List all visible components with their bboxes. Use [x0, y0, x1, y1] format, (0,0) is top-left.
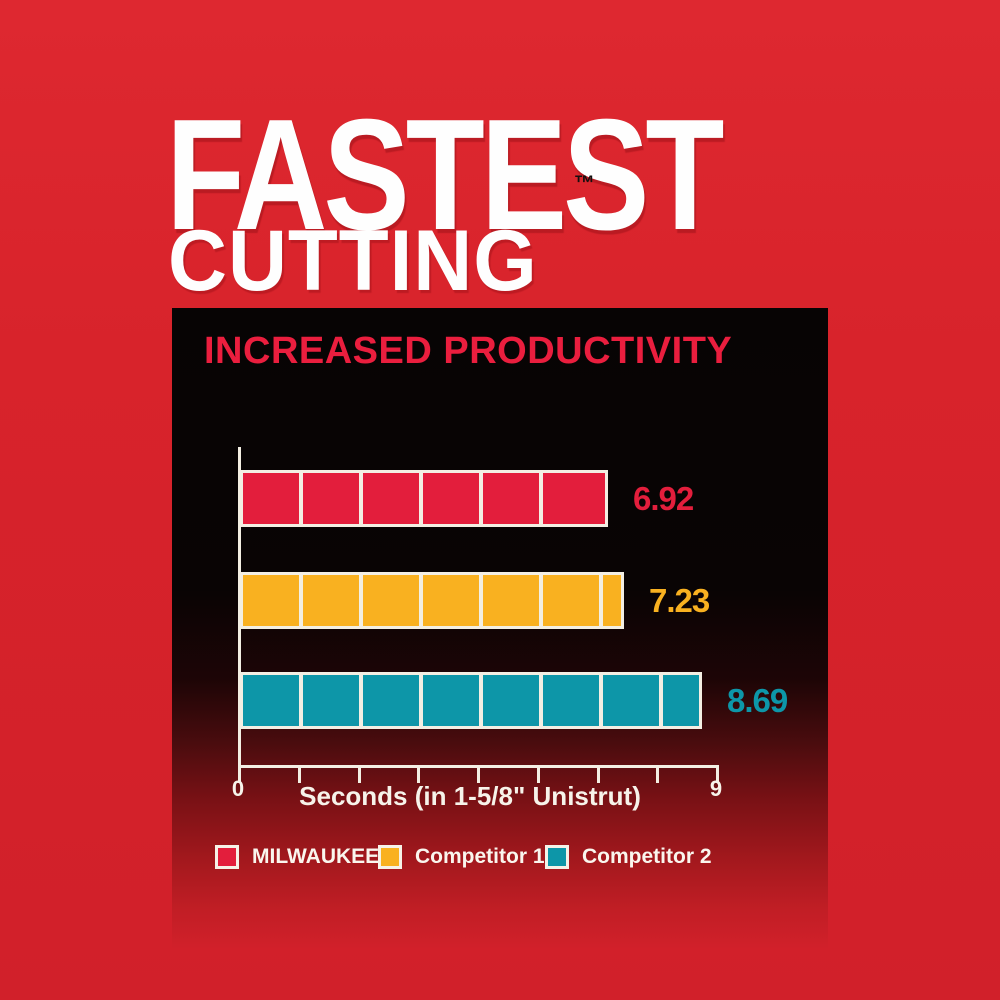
bar-segment [483, 575, 539, 626]
bar-row-milwaukee-: 6.92 [240, 470, 694, 527]
bar-segment [483, 675, 539, 726]
x-axis-tick [417, 768, 421, 783]
legend-label: Competitor 2 [582, 845, 712, 868]
x-axis-tick [297, 768, 301, 783]
bar-row-competitor-2: 8.69 [240, 672, 788, 729]
x-axis-tick [536, 768, 540, 783]
bar-segment [363, 675, 419, 726]
bar-segment [243, 675, 299, 726]
bar-row-competitor-1: 7.23 [240, 572, 710, 629]
bar-segment [483, 473, 539, 524]
bar-value-label: 7.23 [649, 581, 710, 619]
legend-label: MILWAUKEE® [252, 845, 395, 868]
bar-segment [303, 675, 359, 726]
legend-entry: Competitor 1 [378, 845, 545, 869]
bar-segment [303, 473, 359, 524]
bar [240, 672, 702, 729]
hero-title-line2: CUTTING [168, 213, 538, 309]
y-axis-line [238, 447, 241, 768]
bar-segment [243, 575, 299, 626]
bar-segment [663, 675, 699, 726]
bar-segment [363, 473, 419, 524]
bar-segment [543, 675, 599, 726]
legend-swatch [545, 845, 569, 869]
legend-entry: MILWAUKEE® [215, 845, 395, 869]
bar-segment [423, 575, 479, 626]
x-axis-tick [357, 768, 361, 783]
chart-title: INCREASED PRODUCTIVITY [204, 330, 733, 372]
x-axis-tick [656, 768, 660, 783]
bar [240, 470, 608, 527]
bar-segment [603, 575, 621, 626]
x-axis-tick [477, 768, 480, 783]
x-axis-title: Seconds (in 1-5/8" Unistrut) [299, 781, 641, 811]
chart-panel: INCREASED PRODUCTIVITY 6.92 7.23 8.69 0 9 … [172, 308, 828, 948]
bar-segment [543, 473, 605, 524]
bar-segment [543, 575, 599, 626]
legend-label: Competitor 1 [415, 845, 545, 868]
x-axis-tick [716, 768, 719, 783]
legend-swatch [378, 845, 402, 869]
bar-segment [603, 675, 659, 726]
bar [240, 572, 624, 629]
x-axis-tick [596, 768, 600, 783]
x-axis-tick [238, 768, 241, 783]
legend-entry: Competitor 2 [545, 845, 712, 869]
bar-segment [363, 575, 419, 626]
bar-value-label: 6.92 [633, 479, 694, 517]
bar-segment [423, 675, 479, 726]
x-axis-max-label: 9 [709, 776, 723, 801]
bar-segment [243, 473, 299, 524]
x-axis-line [238, 765, 719, 768]
trademark-symbol: ™ [574, 172, 595, 195]
bar-value-label: 8.69 [727, 681, 788, 719]
x-axis-min-label: 0 [231, 776, 245, 801]
hero-title-line1: FASTEST [166, 87, 724, 263]
bar-segment [303, 575, 359, 626]
bar-segment [423, 473, 479, 524]
legend-swatch [215, 845, 239, 869]
